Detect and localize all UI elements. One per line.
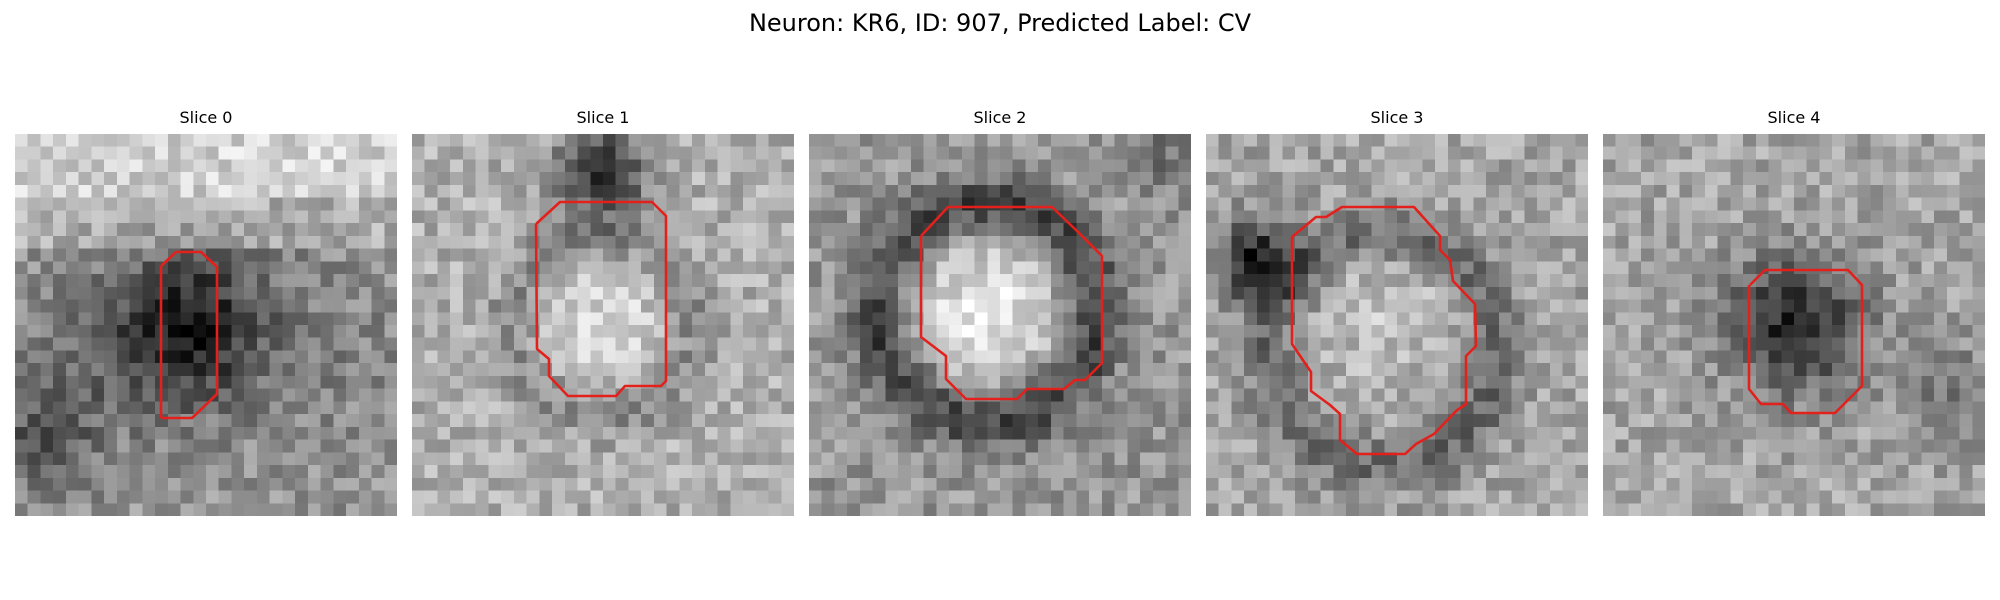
- slice-panel-1: Slice 1: [412, 108, 794, 516]
- grayscale-slice-image: [412, 134, 794, 516]
- roi-contour: [159, 250, 219, 420]
- slice-title-3: Slice 3: [1370, 108, 1424, 127]
- slice-image-2: [809, 134, 1191, 516]
- slice-image-0: [15, 134, 397, 516]
- roi-contour-overlay: [534, 200, 668, 398]
- roi-contour-overlay: [159, 250, 219, 420]
- grayscale-slice-image: [1603, 134, 1985, 516]
- slice-panel-3: Slice 3: [1206, 108, 1588, 516]
- slice-image-4: [1603, 134, 1985, 516]
- roi-contour-overlay: [1747, 268, 1864, 415]
- grayscale-slice-image: [809, 134, 1191, 516]
- slice-panel-4: Slice 4: [1603, 108, 1985, 516]
- figure-title: Neuron: KR6, ID: 907, Predicted Label: C…: [748, 9, 1252, 37]
- roi-contour-overlay: [1290, 205, 1478, 456]
- roi-contour-overlay: [919, 205, 1104, 401]
- slice-image-3: [1206, 134, 1588, 516]
- slice-title-1: Slice 1: [576, 108, 630, 127]
- slice-panel-0: Slice 0: [15, 108, 397, 516]
- slice-title-4: Slice 4: [1767, 108, 1821, 127]
- slice-image-1: [412, 134, 794, 516]
- roi-contour: [919, 205, 1104, 401]
- grayscale-slice-image: [1206, 134, 1588, 516]
- roi-contour: [1290, 205, 1478, 456]
- slice-title-0: Slice 0: [179, 108, 233, 127]
- slice-title-2: Slice 2: [973, 108, 1027, 127]
- roi-contour: [1747, 268, 1864, 415]
- roi-contour: [534, 200, 668, 398]
- slice-panel-2: Slice 2: [809, 108, 1191, 516]
- grayscale-slice-image: [15, 134, 397, 516]
